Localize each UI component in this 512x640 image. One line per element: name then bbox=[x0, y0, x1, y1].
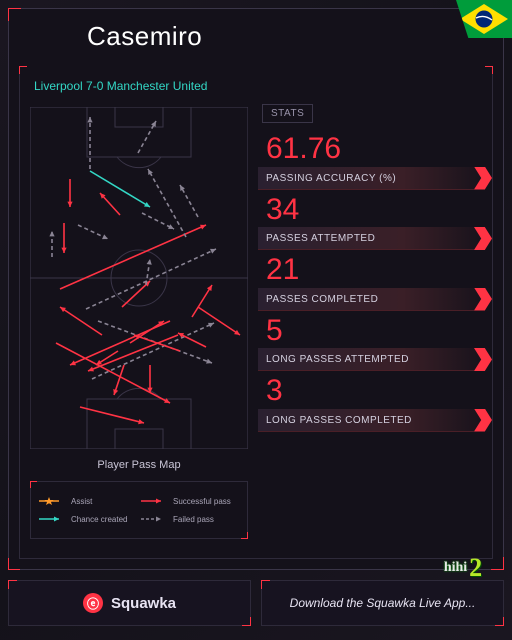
stat-label: PASSING ACCURACY (%) bbox=[258, 167, 492, 190]
player-name: Casemiro bbox=[9, 9, 503, 58]
watermark: hihi2 bbox=[420, 550, 506, 586]
legend-failed: Failed pass bbox=[139, 513, 241, 525]
infographic-root: Casemiro Liverpool 7-0 Manchester United… bbox=[0, 0, 512, 640]
pitch-chart bbox=[30, 107, 248, 449]
brand-name: Squawka bbox=[111, 595, 176, 612]
stat-label: PASSES COMPLETED bbox=[258, 288, 492, 311]
stat-row-1: 34PASSES ATTEMPTED bbox=[258, 190, 486, 251]
outer-frame: Casemiro Liverpool 7-0 Manchester United… bbox=[8, 8, 504, 570]
cta-text: Download the Squawka Live App... bbox=[290, 596, 476, 610]
brand-logo-icon: ⓔ bbox=[83, 593, 103, 613]
stat-value: 34 bbox=[258, 190, 486, 228]
stat-value: 3 bbox=[258, 371, 486, 409]
legend-assist: Assist bbox=[37, 495, 139, 507]
footer: ⓔ Squawka Download the Squawka Live App.… bbox=[8, 580, 504, 626]
match-title: Liverpool 7-0 Manchester United bbox=[20, 67, 492, 103]
legend: AssistSuccessful passChance createdFaile… bbox=[30, 481, 248, 539]
stats-header: STATS bbox=[262, 104, 313, 123]
legend-chance: Chance created bbox=[37, 513, 139, 525]
pitch-caption: Player Pass Map bbox=[30, 459, 248, 471]
stat-label: LONG PASSES COMPLETED bbox=[258, 409, 492, 432]
stat-row-0: 61.76PASSING ACCURACY (%) bbox=[258, 129, 486, 190]
stat-value: 61.76 bbox=[258, 129, 486, 167]
cta-pill[interactable]: Download the Squawka Live App... bbox=[261, 580, 504, 626]
legend-successful: Successful pass bbox=[139, 495, 241, 507]
stat-label: LONG PASSES ATTEMPTED bbox=[258, 348, 492, 371]
stat-value: 5 bbox=[258, 311, 486, 349]
stats-panel: STATS 61.76PASSING ACCURACY (%)34PASSES … bbox=[258, 103, 486, 432]
brand-pill[interactable]: ⓔ Squawka bbox=[8, 580, 251, 626]
content-frame: Liverpool 7-0 Manchester United Player P… bbox=[19, 67, 493, 559]
stat-row-2: 21PASSES COMPLETED bbox=[258, 250, 486, 311]
stat-value: 21 bbox=[258, 250, 486, 288]
stat-label: PASSES ATTEMPTED bbox=[258, 227, 492, 250]
pitch-panel: Player Pass Map AssistSuccessful passCha… bbox=[30, 107, 248, 539]
stat-row-3: 5LONG PASSES ATTEMPTED bbox=[258, 311, 486, 372]
stat-row-4: 3LONG PASSES COMPLETED bbox=[258, 371, 486, 432]
